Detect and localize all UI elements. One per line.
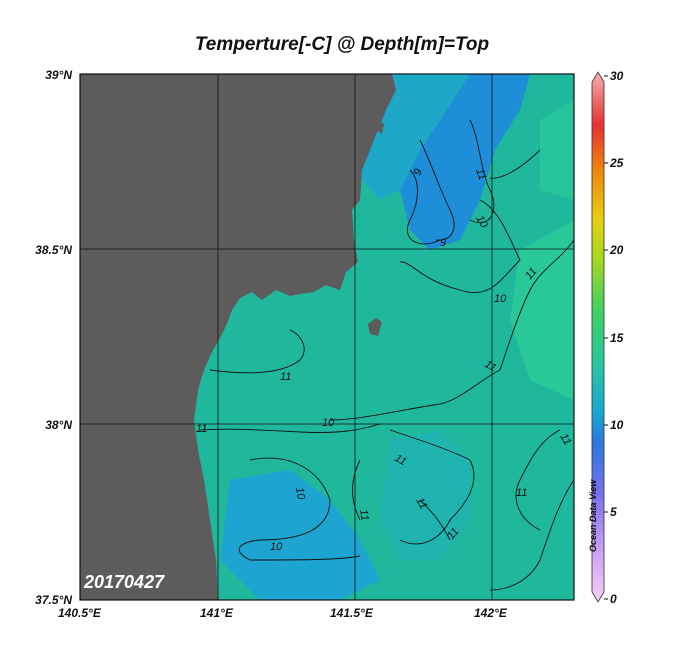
contour-label: 9 xyxy=(440,237,446,249)
contour-label: 11 xyxy=(196,423,207,435)
colorbar-tick-10: 10 xyxy=(610,418,624,432)
colorbar-tick-25: 25 xyxy=(610,156,624,170)
map-title: Temperture[-C] @ Depth[m]=Top xyxy=(194,34,490,55)
contour-label: 11 xyxy=(393,452,409,468)
contour-label: 11 xyxy=(413,496,429,512)
lon-label-141-5: 141.5°E xyxy=(330,606,373,620)
contour-label: 11 xyxy=(357,508,371,521)
land-area xyxy=(80,74,396,600)
lat-lon-grid xyxy=(80,74,574,600)
colorbar-tick-0: 0 xyxy=(610,592,617,606)
mid-water-region xyxy=(380,430,470,560)
warm-water-region xyxy=(510,220,574,400)
lat-label-38-5: 38.5°N xyxy=(35,243,72,257)
lat-label-39: 39°N xyxy=(45,68,72,82)
colorbar-tick-15: 15 xyxy=(610,331,624,345)
lat-label-37-5: 37.5°N xyxy=(35,593,72,607)
lon-label-141: 141°E xyxy=(200,606,233,620)
cold-water-region xyxy=(400,74,530,250)
contour-label: 11 xyxy=(473,167,488,182)
colorbar-tick-5: 5 xyxy=(610,505,617,519)
contour-label: 10 xyxy=(322,417,335,429)
contour-label: 9 xyxy=(412,167,425,177)
contour-label: 10 xyxy=(293,486,307,501)
plot-frame xyxy=(79,73,575,601)
contour-label: 10 xyxy=(494,293,507,305)
contour-label: 11 xyxy=(483,358,499,374)
contour-label: 11 xyxy=(280,371,291,383)
lon-label-140-5: 140.5°E xyxy=(58,606,101,620)
contour-label: 11 xyxy=(557,432,573,448)
contour-label: 11 xyxy=(516,487,527,499)
lon-label-142: 142°E xyxy=(474,606,507,620)
contour-label: 10 xyxy=(270,541,283,553)
ocean-data-view-watermark: Ocean Data View xyxy=(588,479,598,552)
island xyxy=(368,318,382,336)
colorbar-tick-20: 20 xyxy=(610,243,624,257)
colorbar xyxy=(591,71,608,603)
lat-label-38: 38°N xyxy=(45,418,72,432)
date-stamp: 20170427 xyxy=(84,572,165,592)
colorbar-tick-30: 30 xyxy=(610,69,624,83)
isotherm-contours xyxy=(199,119,574,591)
